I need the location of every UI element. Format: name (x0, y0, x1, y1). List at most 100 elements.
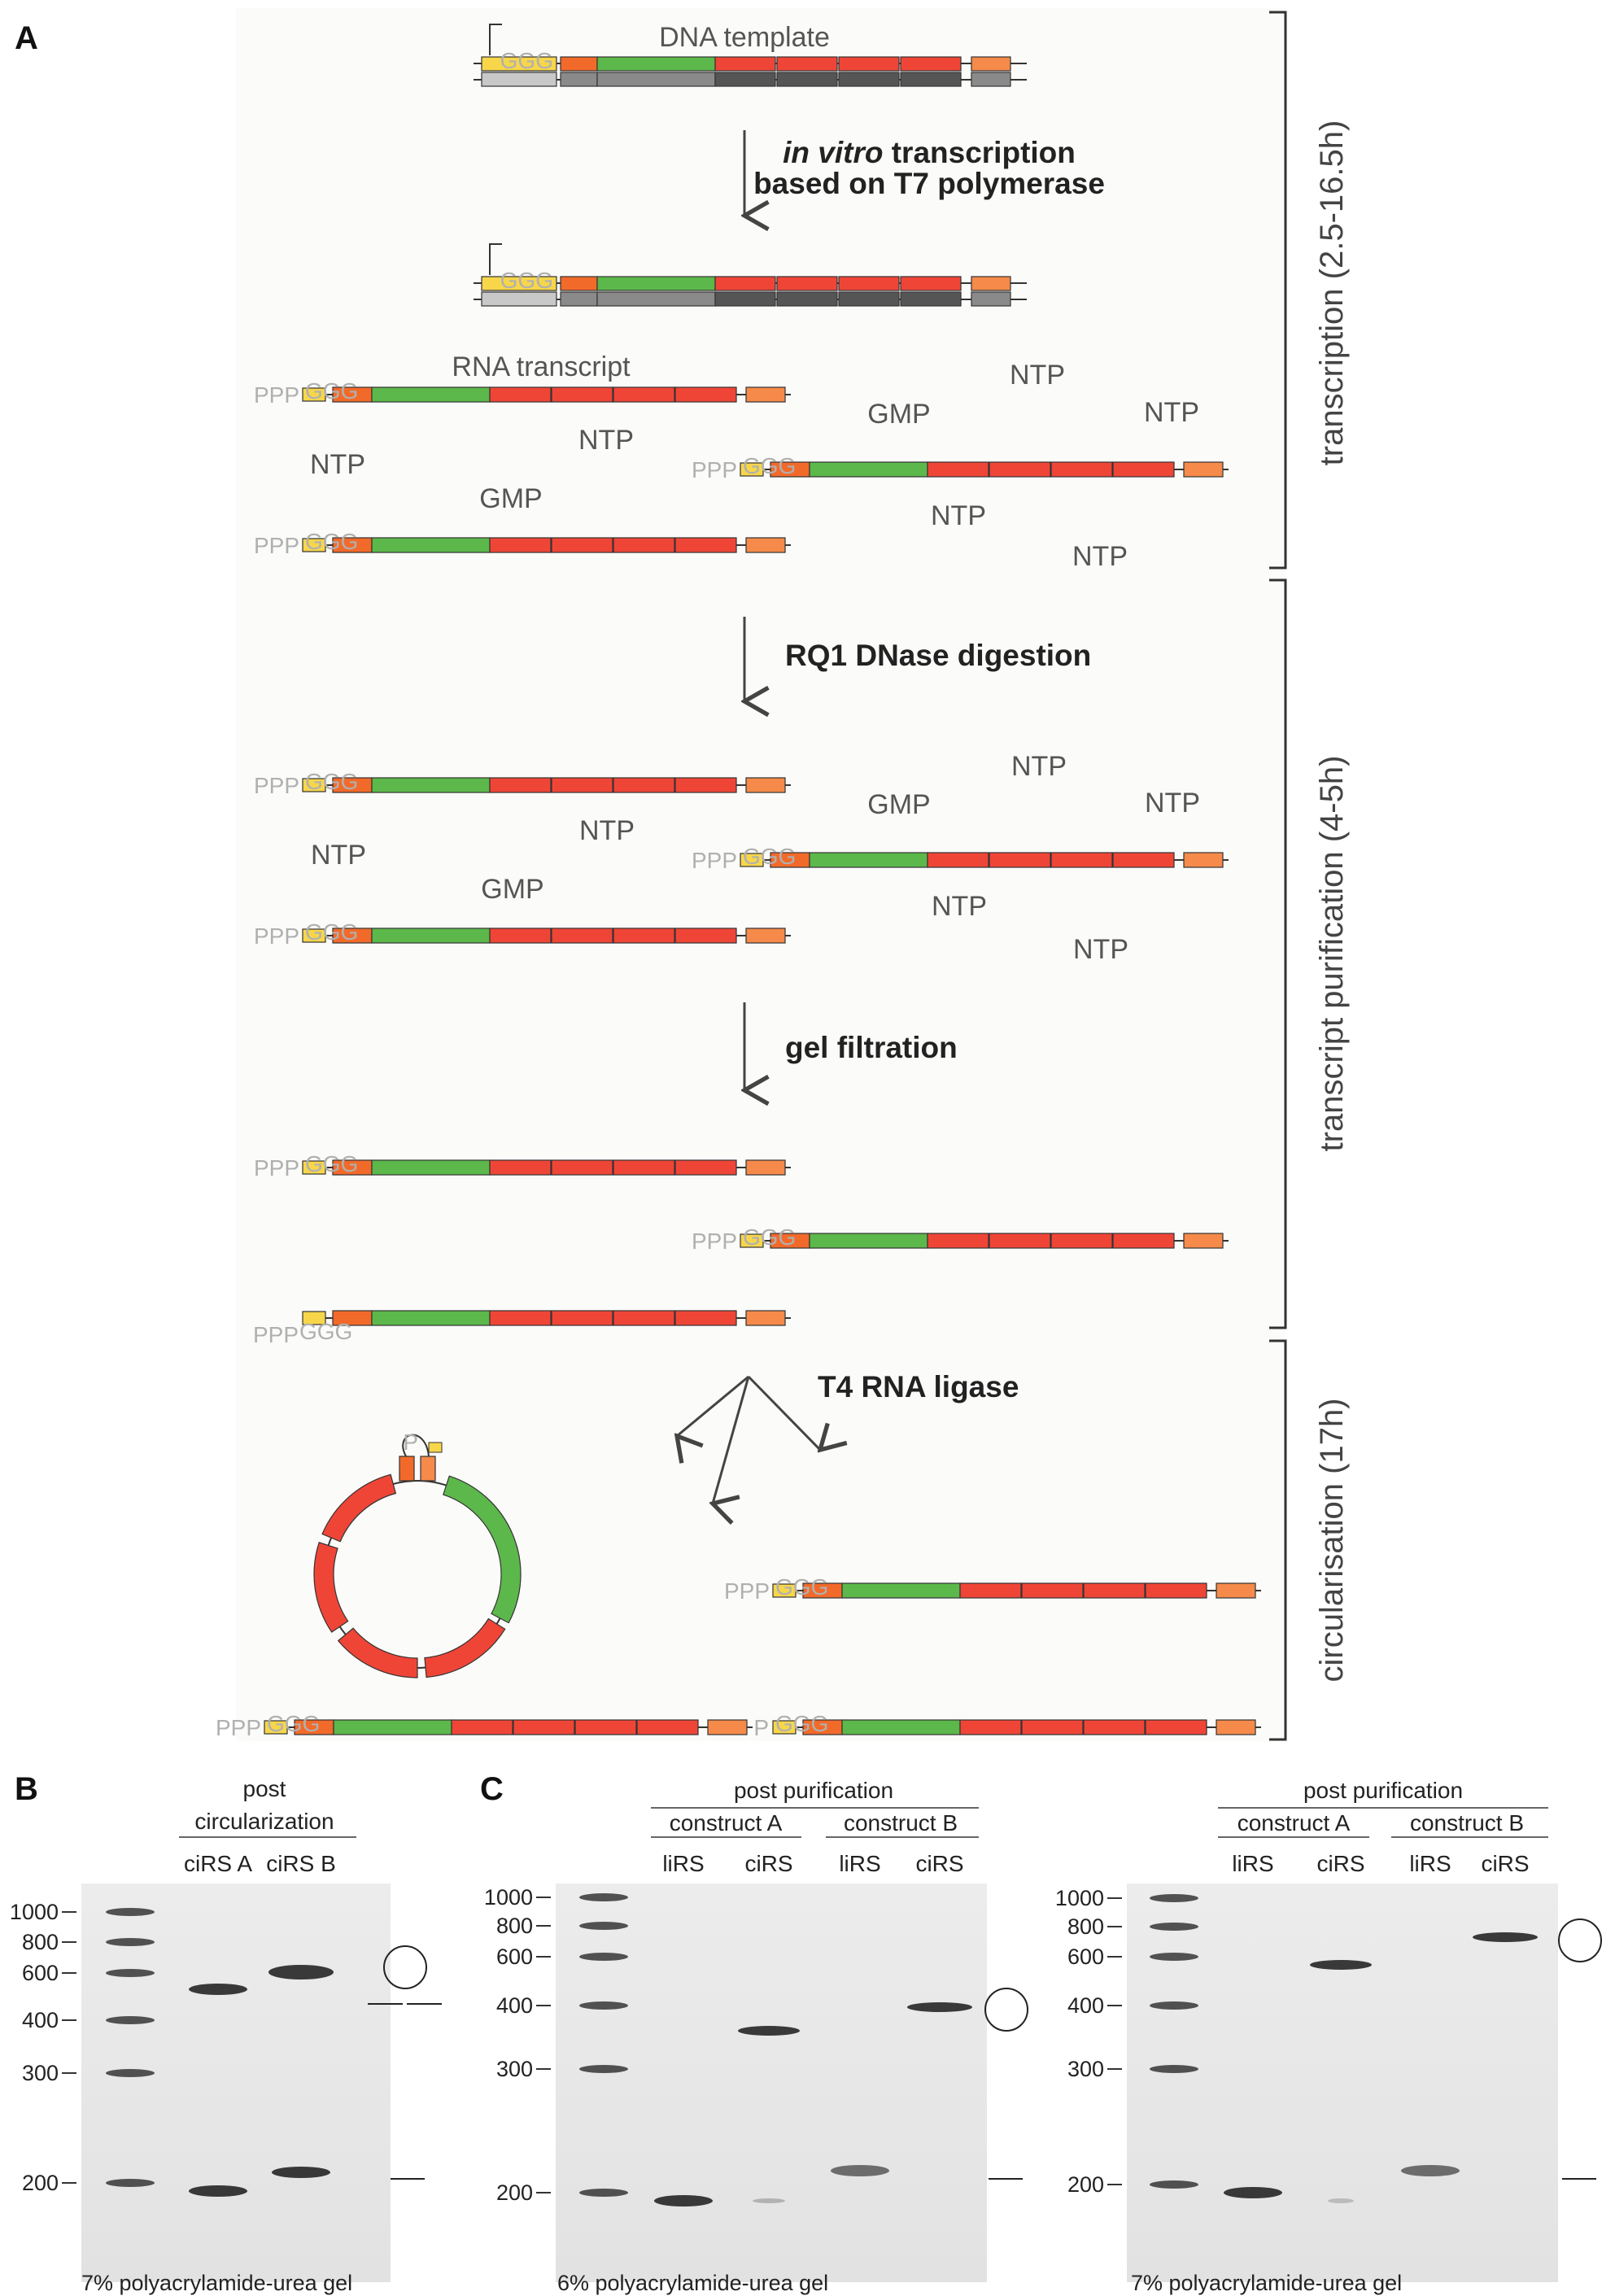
sample-band (272, 2167, 330, 2178)
ladder-tick-label: 1000 (484, 1885, 533, 1910)
circle-segment-red (337, 1627, 418, 1678)
ladder-band (106, 2016, 155, 2024)
dna-segment-top (596, 276, 716, 291)
dna-templates: GGG GGG (474, 24, 1027, 307)
lane-label: ciRS (1316, 1851, 1364, 1876)
panel-letter-c: C (480, 1771, 504, 1807)
dna-segment-top (776, 56, 838, 72)
free-nucleotide-7: NTP (931, 500, 986, 531)
rna-segment (551, 386, 613, 403)
ggg-label: GGG (305, 919, 358, 945)
rna-transcript-7: PPP GGG (254, 1151, 791, 1181)
rna-segment (613, 386, 675, 403)
rna-segment (551, 928, 613, 944)
rna-segment (707, 1719, 748, 1735)
dna-segment-bottom (481, 291, 557, 307)
ppp-label: PPP (692, 848, 737, 873)
ladder-band (106, 2179, 155, 2187)
rna-segment (451, 1719, 513, 1735)
rna-transcript-5: PPP GGG (692, 844, 1229, 873)
ggg-cap (772, 1720, 797, 1735)
rna-transcript-8: PPP GGG (692, 1224, 1229, 1254)
ladder-band (1150, 1923, 1198, 1931)
dna-segment-top (560, 276, 598, 291)
ggg-label: GGG (305, 378, 358, 404)
rna-segment (613, 1159, 675, 1176)
free-nucleotide-11: NTP (1145, 788, 1200, 818)
free-nucleotide-16: NTP (1073, 934, 1128, 965)
free-nucleotide-13: NTP (311, 840, 366, 871)
free-nucleotide-14: GMP (481, 874, 543, 905)
dna-segment-top (900, 276, 962, 291)
sample-band (189, 2185, 247, 2197)
gel-header-line2: circularization (194, 1809, 334, 1834)
gel-image (556, 1884, 987, 2282)
rna-segment (489, 1310, 552, 1326)
ladder-band (106, 1969, 155, 1977)
panel-letter-b: B (15, 1771, 38, 1807)
rna-transcript-11: PPP GGG (216, 1711, 753, 1740)
rna-transcript-1: PPP GGG (254, 378, 791, 408)
rna-segment (927, 852, 989, 868)
dna-segment-bottom (776, 72, 838, 87)
phase-label-transcription: transcription (2.5-16.5h) (1314, 120, 1350, 466)
circle-segment-red (321, 1473, 397, 1543)
ggg-label: GGG (743, 1224, 796, 1250)
lane-label: ciRS (1481, 1851, 1529, 1876)
rna-segment (371, 1159, 491, 1176)
ladder-band (579, 1893, 628, 1901)
rna-segment (809, 1233, 928, 1249)
ggg-label: GGG (299, 1319, 352, 1344)
ggg-cap (740, 462, 764, 477)
free-nucleotide-3: NTP (1144, 397, 1199, 428)
rna-transcript-2: PPP GGG (692, 453, 1229, 482)
dna-segment-bottom (596, 291, 716, 307)
rna-segment (489, 386, 552, 403)
phase-bracket-circularisation: circularisation (17h) (1269, 1339, 1350, 1741)
lane-label: liRS (839, 1851, 880, 1876)
ggg-label: GGG (267, 1711, 320, 1736)
rna-segment (1050, 1233, 1113, 1249)
panel-letter-a: A (15, 20, 38, 56)
ladder-tick-label: 800 (1067, 1914, 1104, 1939)
ladder-band (579, 1922, 628, 1930)
ggg-label: GGG (775, 1574, 828, 1600)
ppp-label: PPP (253, 1322, 299, 1347)
rna-segment (745, 777, 786, 793)
rna-segment (371, 1310, 491, 1326)
gel-caption: 6% polyacrylamide-urea gel (557, 2271, 828, 2295)
ppp-label: PPP (254, 382, 299, 408)
construct-a-label: construct A (670, 1810, 783, 1835)
free-nucleotide-6: GMP (479, 483, 542, 514)
dna-segment-bottom (776, 291, 838, 307)
step-label-dnase: RQ1 DNase digestion (785, 639, 1091, 672)
circle-segment-red (313, 1541, 349, 1633)
ladder-band (106, 2069, 155, 2077)
ladder-tick-label: 1000 (10, 1900, 59, 1924)
dna-segment-bottom (971, 72, 1011, 87)
ladder-tick-label: 600 (496, 1945, 533, 1969)
promoter-arrow-icon (489, 243, 502, 275)
rna-segment (333, 1719, 452, 1735)
ppp-label: PPP (724, 1578, 770, 1604)
dna-segment-top (596, 56, 716, 72)
step-label-gel-filtration: gel filtration (785, 1031, 958, 1064)
gel-image (1127, 1884, 1558, 2282)
rna-segment (371, 537, 491, 553)
lane-label: liRS (662, 1851, 704, 1876)
step-label-transcription-line2: based on T7 polymerase (753, 167, 1105, 200)
circle-segment-red (424, 1617, 506, 1678)
free-nucleotide-5: NTP (310, 449, 365, 480)
dna-segment-bottom (596, 72, 716, 87)
rna-segment (745, 537, 786, 553)
gel-header: post purification (1303, 1778, 1463, 1803)
rna-segment (841, 1582, 961, 1599)
rna-segment (1112, 1233, 1175, 1249)
ggg-cap (740, 1233, 764, 1248)
dna-segment-bottom (560, 72, 598, 87)
dna-segment-bottom (838, 291, 900, 307)
dna-segment-bottom (714, 72, 776, 87)
rna-segment (989, 461, 1051, 478)
circular-marker-icon (984, 1988, 1028, 2032)
rna-segment (674, 777, 737, 793)
